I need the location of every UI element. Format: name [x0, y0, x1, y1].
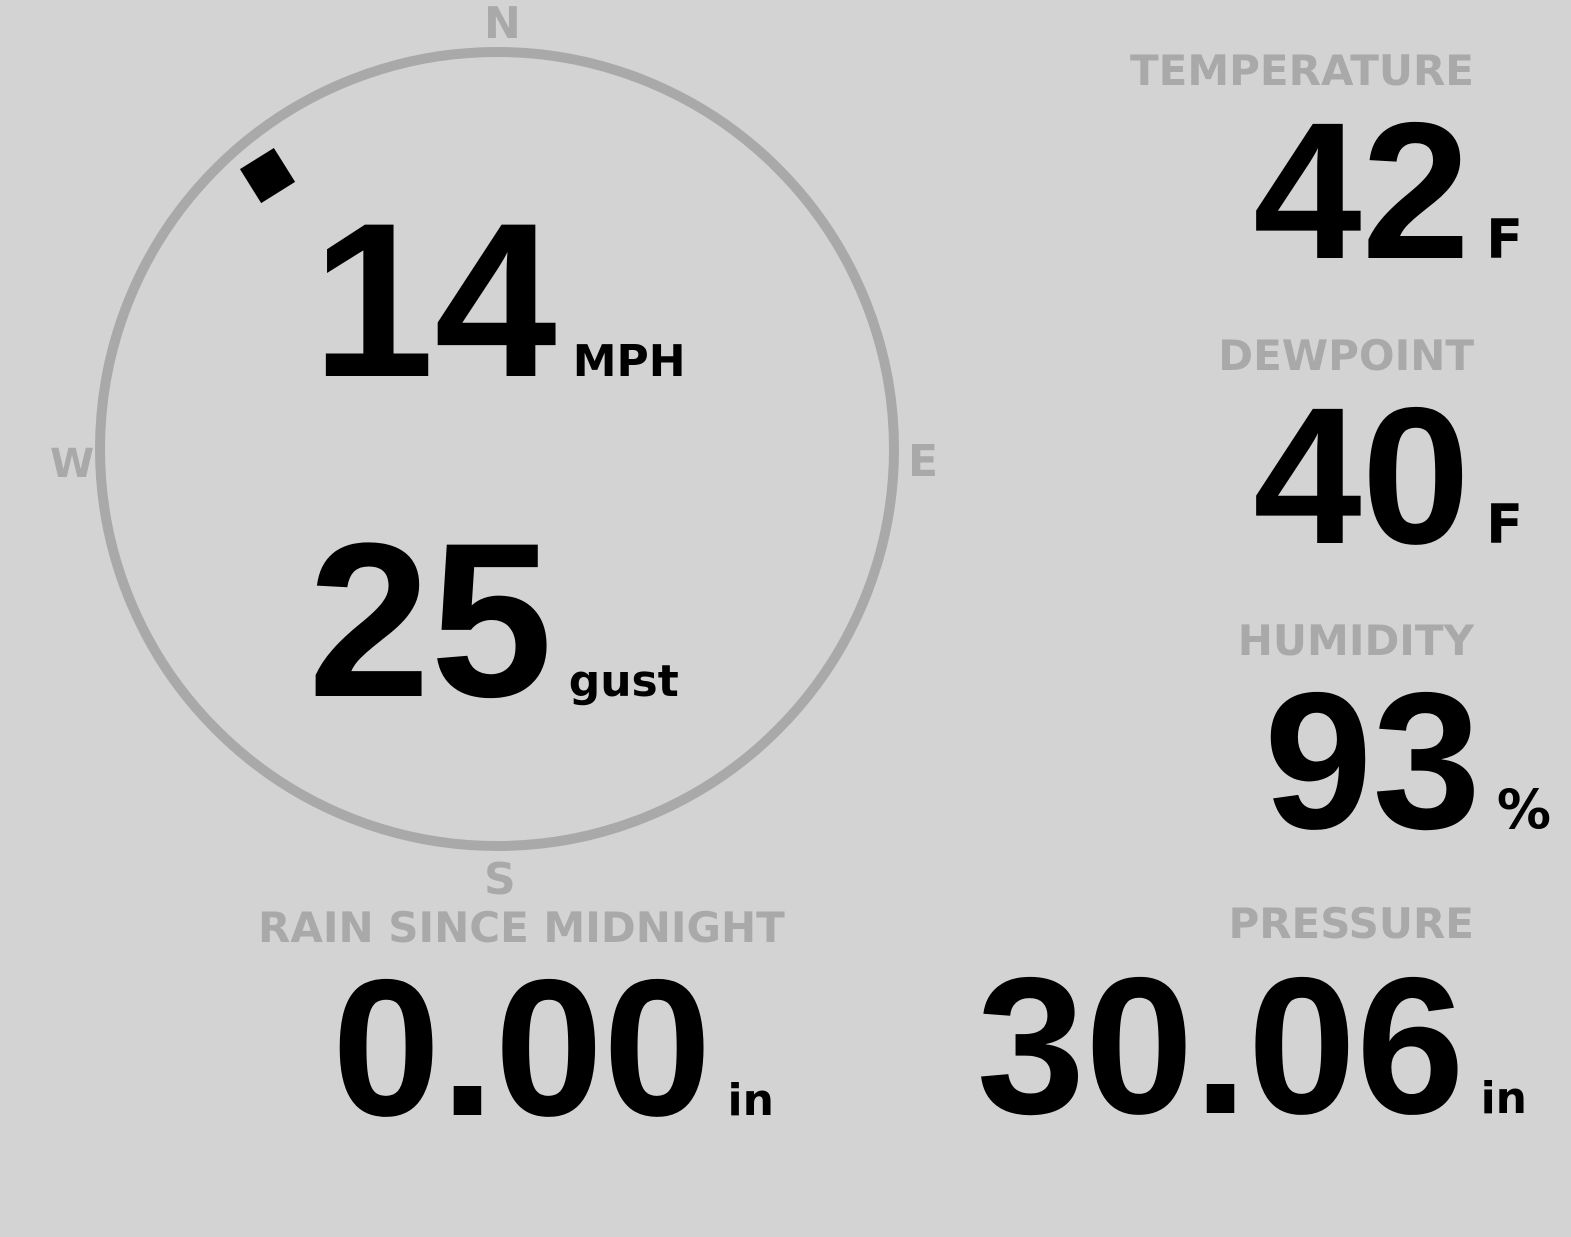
- wind-speed-value: 14: [312, 177, 557, 423]
- wind-speed-unit: MPH: [572, 336, 686, 387]
- compass-north: N: [484, 0, 521, 49]
- dewpoint-label: DEWPOINT: [1218, 331, 1474, 380]
- rain-label: RAIN SINCE MIDNIGHT: [258, 903, 785, 952]
- rain-unit: in: [727, 1075, 774, 1126]
- temperature-card: 42 F: [1253, 94, 1523, 289]
- rain-card: 0.00 in: [332, 951, 774, 1146]
- compass-east: E: [908, 436, 939, 487]
- pressure-card: 30.06 in: [977, 949, 1527, 1144]
- wind-gust: 25 gust: [308, 510, 679, 730]
- wind-gust-value: 25: [308, 497, 553, 743]
- humidity-label: HUMIDITY: [1237, 616, 1474, 665]
- compass-west: W: [50, 441, 95, 487]
- wind-direction-marker: [239, 147, 296, 204]
- pressure-value: 30.06: [976, 937, 1465, 1155]
- humidity-unit: %: [1496, 778, 1551, 841]
- wind-speed: 14 MPH: [312, 190, 686, 410]
- temperature-value: 42: [1253, 82, 1471, 300]
- pressure-unit: in: [1480, 1073, 1527, 1124]
- dewpoint-value: 40: [1253, 367, 1471, 585]
- dewpoint-card: 40 F: [1253, 379, 1523, 574]
- humidity-card: 93 %: [1264, 664, 1551, 859]
- compass-south: S: [484, 854, 516, 905]
- wind-gust-unit: gust: [568, 656, 679, 707]
- pressure-label: PRESSURE: [1228, 899, 1474, 948]
- wind-compass: [95, 47, 899, 851]
- compass-ring: [95, 47, 899, 851]
- rain-value: 0.00: [332, 939, 712, 1157]
- temperature-label: TEMPERATURE: [1130, 46, 1474, 95]
- temperature-unit: F: [1486, 208, 1523, 271]
- humidity-value: 93: [1263, 652, 1481, 870]
- dewpoint-unit: F: [1486, 493, 1523, 556]
